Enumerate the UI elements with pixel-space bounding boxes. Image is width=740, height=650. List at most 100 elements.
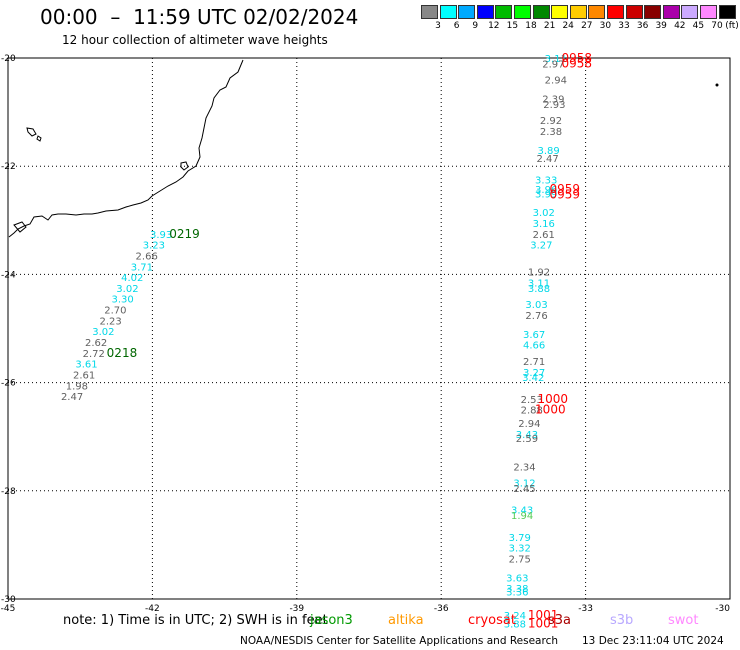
lon-tick-label: -39: [289, 604, 304, 614]
pass-time-label: 0218: [107, 346, 138, 360]
latitude-labels: -20 -22 -24 -26 -28 -30: [1, 54, 16, 605]
wave-height-label: 3.12: [513, 479, 535, 490]
wave-height-label: 3.63: [506, 573, 528, 584]
lon-tick-label: -33: [578, 604, 593, 614]
colorbar-label: 21: [543, 21, 556, 31]
colorbar-swatch: [439, 5, 457, 19]
wave-height-label: 2.61: [533, 230, 555, 241]
wave-height-label: 2.53: [521, 395, 543, 406]
wave-height-label: 3.88: [528, 284, 550, 295]
colorbar-label: 9: [472, 21, 479, 31]
wave-height-label: 2.93: [543, 100, 565, 111]
wave-height-label: 1.98: [66, 381, 88, 392]
wave-height-label: 3.99: [535, 189, 557, 200]
pass-time-label: 0219: [169, 227, 200, 241]
wave-height-label: 3.02: [92, 327, 114, 338]
colorbar-swatch: [718, 5, 736, 19]
wave-height-label: 3.24: [504, 611, 526, 622]
colorbar-label: 27: [581, 21, 593, 31]
colorbar-swatch: [495, 5, 513, 19]
wave-height-label: 3.38: [506, 584, 528, 595]
colorbar-label: 33: [618, 21, 630, 31]
lat-tick-label: -20: [1, 54, 16, 64]
colorbar-label: 24: [562, 21, 574, 31]
lon-tick-label: -45: [1, 604, 16, 614]
wave-height-label: 3.89: [537, 146, 559, 157]
wave-height-label: 2.94: [518, 419, 540, 430]
colorbar-swatch: [551, 5, 569, 19]
colorbar-label: 45: [692, 21, 705, 31]
credit-line: NOAA/NESDIS Center for Satellite Applica…: [240, 635, 558, 647]
wave-height-label: 3.11: [545, 54, 567, 65]
lat-tick-label: -30: [1, 595, 16, 605]
altimeter-track-east: 3.112.972.942.392.932.922.383.892.473.33…: [504, 54, 567, 630]
colorbar-swatch: [421, 5, 438, 19]
pass-time-label: 1001: [528, 608, 559, 622]
page-title: 00:00 – 11:59 UTC 02/02/2024: [40, 5, 359, 29]
colorbar-swatch: [625, 5, 643, 19]
wave-height-label: 2.61: [73, 370, 95, 381]
lat-lon-grid: [7, 57, 731, 600]
wave-height-label: 3.93: [150, 230, 172, 241]
wave-height-label: 2.38: [540, 127, 562, 138]
altimeter-track-west: 3.933.232.663.714.023.023.302.702.233.02…: [61, 230, 172, 403]
satellite-legend-altika: altika: [388, 613, 424, 628]
wave-height-label: 2.47: [61, 392, 83, 403]
wave-height-label: 2.94: [545, 76, 567, 87]
wave-height-label: 3.32: [509, 544, 531, 555]
wave-height-label: 2.75: [509, 554, 531, 565]
wave-height-label: 3.16: [533, 219, 555, 230]
wave-height-label: 3.36: [506, 587, 528, 598]
lon-tick-label: -30: [715, 604, 730, 614]
wave-height-label: 3.61: [75, 360, 97, 371]
wave-height-label: 2.59: [516, 434, 538, 445]
wave-height-label: 3.27: [530, 241, 552, 252]
wave-height-label: 3.67: [523, 330, 545, 341]
colorbar-swatch: [514, 5, 531, 19]
wave-height-label: 2.76: [525, 311, 547, 322]
pass-time-label: 0958: [562, 51, 593, 65]
wave-height-label: 1.94: [511, 511, 533, 522]
colorbar-swatch: [532, 5, 550, 19]
lat-tick-label: -28: [1, 487, 16, 497]
wave-height-label: 3.02: [533, 208, 555, 219]
lat-tick-label: -22: [1, 162, 16, 172]
colorbar-swatch: [681, 5, 699, 19]
trindade-island-dot: [715, 83, 719, 87]
wave-height-label: 2.72: [83, 349, 105, 360]
colorbar-swatch: [458, 5, 476, 19]
colorbar-label: 18: [525, 21, 537, 31]
wave-height-label: 4.02: [121, 273, 143, 284]
wave-height-label: 3.02: [116, 284, 138, 295]
longitude-labels: -45 -42 -39 -36 -33 -30: [1, 604, 731, 614]
pass-time-label: 0958: [562, 56, 593, 70]
lat-tick-label: -24: [1, 270, 16, 280]
wave-height-label: 3.71: [131, 262, 153, 273]
satellite-legend-swot: swot: [668, 613, 699, 628]
pass-time-label: 0959: [550, 182, 581, 196]
wave-height-label: 2.39: [542, 95, 564, 106]
generation-timestamp: 13 Dec 23:11:04 UTC 2024: [582, 635, 724, 647]
wave-height-label: 2.62: [85, 338, 107, 349]
wave-height-label: 4.66: [523, 341, 545, 352]
colorbar-unit: (ft): [725, 21, 739, 31]
wave-height-label: 3.23: [143, 241, 165, 252]
island-north: [26, 127, 42, 142]
wave-height-label: 3.27: [523, 368, 545, 379]
wave-height-label: 2.66: [136, 251, 158, 262]
colorbar-swatch: [607, 5, 624, 19]
satellite-legend-s3a: s3a: [548, 613, 572, 628]
colorbar-swatch: [662, 5, 680, 19]
lon-tick-label: -36: [434, 604, 449, 614]
colorbar-label: 3: [435, 21, 441, 31]
wave-height-label: 2.71: [523, 357, 545, 368]
satellite-legend-s3b: s3b: [610, 613, 634, 628]
wave-height-label: 3.43: [511, 506, 533, 517]
wave-height-label: 2.92: [540, 116, 562, 127]
satellite-legend-jason3: jason3: [310, 613, 353, 628]
colorbar-label: 70: [711, 21, 723, 31]
wave-height-label: 2.34: [513, 462, 535, 473]
colorbar-label: 42: [674, 21, 686, 31]
